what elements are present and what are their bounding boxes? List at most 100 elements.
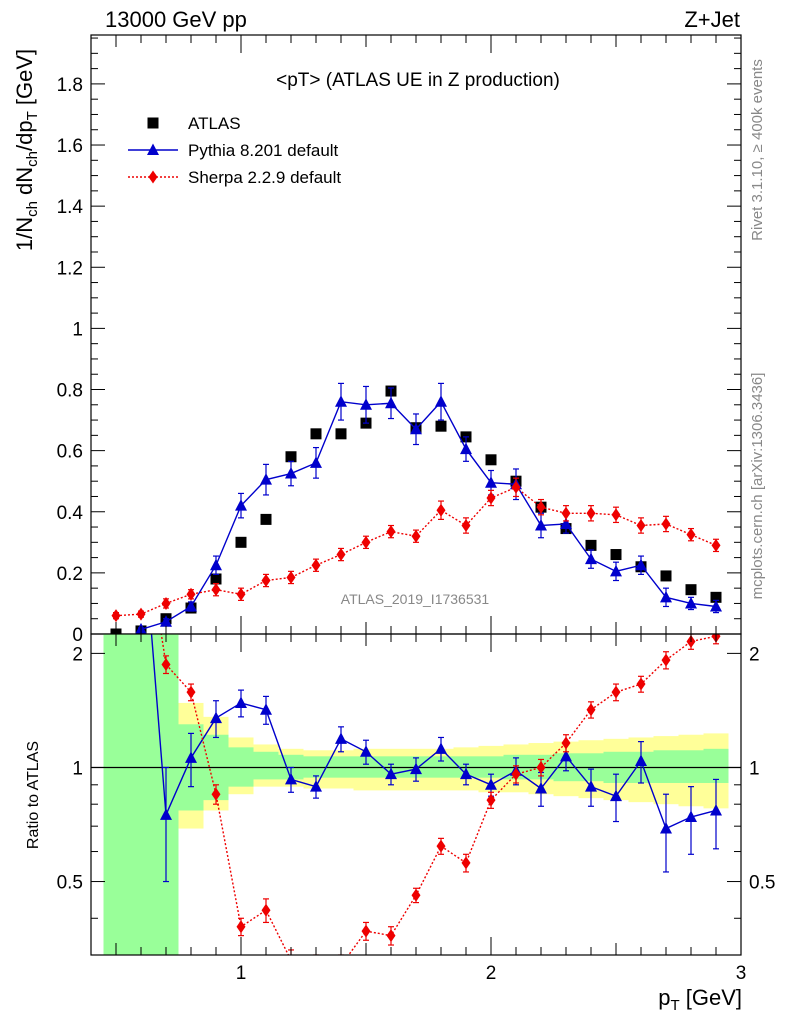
point-diamond-20 bbox=[611, 508, 621, 522]
point-triangle-24 bbox=[710, 599, 722, 612]
point-square-20 bbox=[610, 549, 622, 561]
ratio-point-diamond-17 bbox=[536, 760, 546, 774]
point-diamond-24 bbox=[711, 538, 721, 552]
header-left: 13000 GeV pp bbox=[105, 7, 247, 32]
ratio-point-triangle-1 bbox=[135, 496, 147, 508]
point-triangle-4 bbox=[210, 558, 222, 571]
rtick-label-left-0: 0.5 bbox=[57, 873, 83, 894]
point-diamond-4 bbox=[211, 583, 221, 597]
point-square-8 bbox=[310, 428, 322, 440]
ratio-bands bbox=[103, 634, 729, 955]
point-square-15 bbox=[485, 454, 497, 466]
point-triangle-12 bbox=[410, 422, 422, 435]
green-band-22 bbox=[678, 750, 704, 783]
ratio-point-triangle-24 bbox=[710, 803, 722, 816]
ratio-point-diamond-11 bbox=[386, 929, 396, 943]
ratio-point-diamond-7 bbox=[290, 953, 292, 955]
point-diamond-2 bbox=[161, 596, 171, 610]
rtick-label-right-2: 2 bbox=[749, 644, 760, 665]
ytick-label-0: 0 bbox=[72, 625, 83, 646]
legend-marker-diamond bbox=[148, 170, 158, 184]
ytick-label-9: 1.8 bbox=[57, 75, 83, 96]
ratio-point-triangle-15 bbox=[485, 778, 497, 790]
point-square-23 bbox=[685, 584, 697, 596]
upper-panel: 0 0.2 0.4 0.6 0.8 1 1.2 1.4 1.6 1.8 bbox=[57, 34, 742, 646]
ratio-point-triangle-4 bbox=[210, 711, 222, 724]
point-diamond-10 bbox=[361, 535, 371, 549]
point-triangle-10 bbox=[360, 398, 372, 410]
point-square-13 bbox=[435, 420, 447, 432]
ratio-point-triangle-8 bbox=[310, 780, 322, 792]
ratio-point-triangle-3 bbox=[185, 751, 197, 763]
ratio-point-triangle-20 bbox=[610, 789, 622, 802]
ratio-point-diamond-18 bbox=[561, 736, 571, 750]
rtick-label-right-1: 1 bbox=[749, 758, 760, 779]
ratio-point-triangle-6 bbox=[260, 703, 272, 715]
point-diamond-15 bbox=[486, 491, 496, 505]
y-axis-label: 1/Nch dNch/dpT [GeV] bbox=[12, 49, 41, 251]
legend-label-triangle: Pythia 8.201 default bbox=[188, 141, 339, 160]
ratio-point-triangle-9 bbox=[335, 732, 347, 744]
point-triangle-8 bbox=[310, 456, 322, 468]
ratio-point-diamond-14 bbox=[461, 856, 471, 870]
ratio-point-diamond-6 bbox=[261, 903, 271, 917]
ytick-label-7: 1.4 bbox=[57, 197, 84, 218]
point-diamond-12 bbox=[411, 529, 421, 543]
ytick-label-6: 1.2 bbox=[57, 258, 83, 279]
ratio-point-triangle-22 bbox=[660, 822, 672, 834]
ratio-point-diamond-3 bbox=[186, 685, 196, 699]
point-triangle-6 bbox=[260, 473, 272, 485]
point-diamond-18 bbox=[561, 506, 571, 520]
ratio-point-diamond-1 bbox=[137, 496, 146, 509]
ytick-label-2: 0.4 bbox=[57, 503, 84, 524]
point-triangle-3 bbox=[185, 599, 197, 612]
ratio-point-diamond-19 bbox=[586, 703, 596, 717]
point-triangle-19 bbox=[585, 552, 597, 565]
point-triangle-15 bbox=[485, 476, 497, 488]
point-square-19 bbox=[585, 539, 597, 551]
line-triangle bbox=[140, 400, 717, 631]
point-triangle-20 bbox=[610, 564, 622, 577]
point-square-5 bbox=[235, 536, 247, 548]
point-diamond-11 bbox=[386, 525, 396, 539]
ratio-point-triangle-23 bbox=[685, 810, 697, 823]
ratio-point-triangle-18 bbox=[560, 749, 572, 762]
point-diamond-21 bbox=[636, 519, 646, 533]
legend-label-square: ATLAS bbox=[188, 114, 241, 133]
ratio-point-diamond-2 bbox=[161, 657, 171, 671]
point-triangle-17 bbox=[535, 519, 547, 531]
ratio-point-triangle-17 bbox=[535, 782, 547, 794]
xtick-label-1: 2 bbox=[486, 963, 497, 984]
ratio-point-diamond-12 bbox=[411, 888, 421, 902]
point-triangle-2 bbox=[160, 615, 172, 627]
ratio-ylabel: Ratio to ATLAS bbox=[25, 741, 42, 849]
ratio-point-diamond-9 bbox=[337, 959, 346, 972]
ratio-point-diamond-10 bbox=[361, 924, 371, 938]
point-triangle-11 bbox=[385, 396, 397, 409]
ratio-point-diamond-16 bbox=[511, 767, 521, 781]
chart-title: <pT> (ATLAS UE in Z production) bbox=[276, 70, 560, 91]
point-diamond-23 bbox=[686, 528, 696, 542]
ratio-point-diamond-4 bbox=[211, 787, 221, 801]
point-diamond-9 bbox=[336, 548, 346, 562]
ratio-series-diamond bbox=[137, 496, 721, 972]
point-triangle-14 bbox=[460, 442, 472, 455]
point-triangle-9 bbox=[335, 395, 347, 407]
point-triangle-18 bbox=[560, 517, 572, 529]
point-square-7 bbox=[285, 451, 297, 463]
ratio-line-diamond bbox=[160, 634, 717, 955]
point-triangle-21 bbox=[635, 558, 647, 571]
green-band-21 bbox=[653, 750, 679, 783]
rtick-label-left-2: 2 bbox=[72, 644, 83, 665]
ytick-label-4: 0.8 bbox=[57, 381, 83, 402]
point-triangle-5 bbox=[235, 499, 247, 511]
watermark-text: ATLAS_2019_I1736531 bbox=[341, 591, 490, 607]
point-square-24 bbox=[710, 591, 722, 603]
point-diamond-14 bbox=[461, 519, 471, 533]
point-diamond-1 bbox=[136, 607, 146, 621]
point-diamond-0 bbox=[111, 609, 121, 623]
point-diamond-16 bbox=[511, 480, 521, 494]
ratio-point-diamond-13 bbox=[436, 839, 446, 853]
xtick-label-2: 3 bbox=[736, 963, 747, 984]
